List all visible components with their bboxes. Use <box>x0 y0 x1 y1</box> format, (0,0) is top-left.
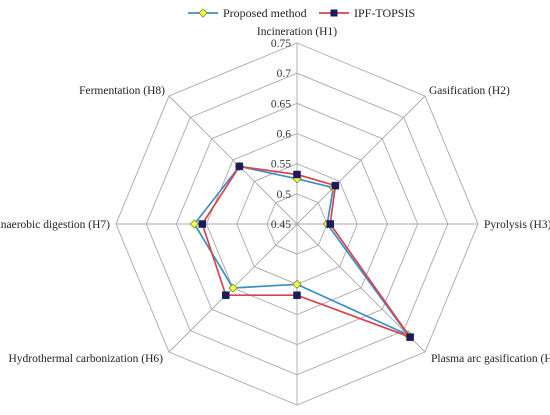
axis-label-plasma-arc-gasification: Plasma arc gasification (H4) <box>431 353 550 365</box>
axis-label-pyrolysis: Pyrolysis (H3) <box>484 219 550 231</box>
tick-labels: 0.45 0.5 0.55 0.6 0.65 0.7 0.75 <box>271 38 291 231</box>
point-ipf-topsis-h6 <box>222 291 230 299</box>
tick-label-6: 0.75 <box>271 38 291 50</box>
spoke-2 <box>296 95 426 225</box>
point-ipf-topsis-h8 <box>235 162 244 171</box>
tick-label-3: 0.6 <box>277 129 292 141</box>
tick-label-5: 0.7 <box>277 68 292 80</box>
point-proposed-method-h7 <box>189 219 199 229</box>
axis-labels: Incineration (H1) Gasification (H2) Pyroly… <box>0 26 550 365</box>
grid <box>115 42 479 406</box>
point-proposed-method-h5 <box>292 279 302 289</box>
legend: Proposed method IPF-TOPSIS <box>188 6 415 20</box>
point-ipf-topsis-h1 <box>293 170 301 179</box>
axis-label-fermentation: Fermentation (H8) <box>79 85 165 97</box>
legend-marker-ipf-topsis <box>330 9 338 17</box>
tick-label-2: 0.55 <box>271 159 291 171</box>
tick-label-0: 0.45 <box>271 219 291 231</box>
point-ipf-topsis-h5 <box>293 291 301 299</box>
tick-label-4: 0.65 <box>271 98 291 110</box>
legend-label-proposed-method: Proposed method <box>223 6 307 20</box>
series-ipf-topsis <box>198 162 414 341</box>
axis-label-anaerobic-digestion: Anaerobic digestion (H7) <box>0 219 110 231</box>
series <box>189 161 414 341</box>
axis-label-incineration: Incineration (H1) <box>257 26 337 38</box>
axis-label-gasification: Gasification (H2) <box>429 85 510 97</box>
legend-item-ipf-topsis: IPF-TOPSIS <box>319 6 415 20</box>
point-proposed-method-h6 <box>228 283 238 293</box>
legend-marker-proposed-method <box>198 8 208 18</box>
point-ipf-topsis-h4 <box>406 333 414 341</box>
point-ipf-topsis-h3 <box>326 220 334 228</box>
point-ipf-topsis-h7 <box>198 220 207 228</box>
legend-item-proposed-method: Proposed method <box>188 6 307 20</box>
spoke-8 <box>168 95 298 225</box>
spoke-4 <box>296 223 426 353</box>
point-ipf-topsis-h2 <box>331 181 340 190</box>
series-line-proposed-method <box>193 165 411 338</box>
series-line-ipf-topsis <box>201 165 413 339</box>
axis-label-hydrothermal-carbonization: Hydrothermal carbonization (H6) <box>8 353 163 365</box>
tick-label-1: 0.5 <box>277 189 292 201</box>
legend-label-ipf-topsis: IPF-TOPSIS <box>354 6 415 20</box>
